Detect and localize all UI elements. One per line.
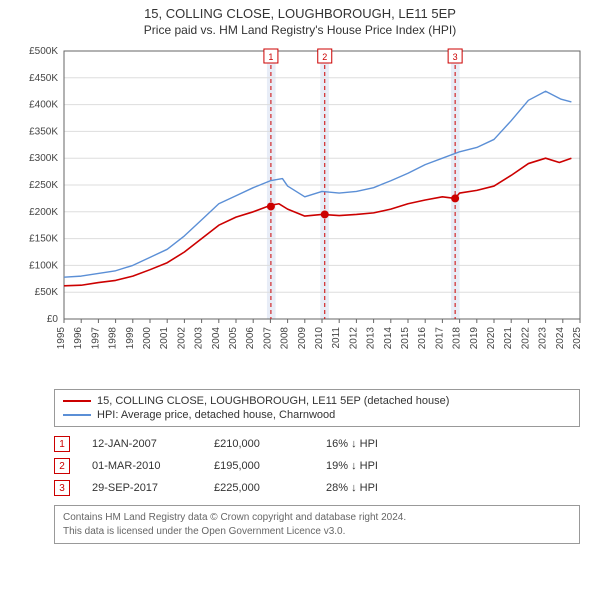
svg-text:2002: 2002: [176, 327, 187, 350]
svg-text:2016: 2016: [417, 327, 428, 350]
svg-text:1998: 1998: [108, 327, 119, 350]
svg-text:2017: 2017: [434, 327, 445, 350]
svg-text:2005: 2005: [228, 327, 239, 350]
svg-text:2019: 2019: [469, 327, 480, 350]
svg-text:£150K: £150K: [29, 234, 58, 245]
svg-text:2025: 2025: [572, 327, 583, 350]
svg-text:2013: 2013: [366, 327, 377, 350]
svg-text:2012: 2012: [348, 327, 359, 350]
chart-svg: £0 £50K £100K £150K £200K £250K £300K £350K £400…: [10, 41, 590, 381]
sale-date: 01-MAR-2010: [92, 460, 192, 472]
sale-marker-icon: 3: [54, 480, 70, 496]
svg-text:£0: £0: [47, 314, 59, 325]
svg-text:£350K: £350K: [29, 126, 58, 137]
svg-text:2018: 2018: [452, 327, 463, 350]
svg-text:2009: 2009: [297, 327, 308, 350]
legend-swatch: [63, 400, 91, 402]
figure-container: 15, COLLING CLOSE, LOUGHBOROUGH, LE11 5E…: [0, 0, 600, 544]
sales-table: 1 12-JAN-2007 £210,000 16% ↓ HPI 2 01-MA…: [54, 433, 580, 499]
sale-pct-vs-hpi: 16% ↓ HPI: [326, 438, 436, 450]
svg-text:£250K: £250K: [29, 180, 58, 191]
svg-text:£300K: £300K: [29, 153, 58, 164]
svg-text:1999: 1999: [125, 327, 136, 350]
svg-text:2: 2: [322, 52, 327, 62]
svg-text:2014: 2014: [383, 327, 394, 350]
svg-text:2022: 2022: [520, 327, 531, 350]
legend-row: HPI: Average price, detached house, Char…: [63, 408, 571, 422]
sale-pct-vs-hpi: 28% ↓ HPI: [326, 482, 436, 494]
sale-price: £210,000: [214, 438, 304, 450]
svg-text:1995: 1995: [56, 327, 67, 350]
sale-date: 12-JAN-2007: [92, 438, 192, 450]
sales-row: 2 01-MAR-2010 £195,000 19% ↓ HPI: [54, 455, 580, 477]
legend: 15, COLLING CLOSE, LOUGHBOROUGH, LE11 5E…: [54, 389, 580, 427]
footer-line-2: This data is licensed under the Open Gov…: [63, 525, 571, 539]
sale-marker-icon: 1: [54, 436, 70, 452]
svg-text:3: 3: [453, 52, 458, 62]
svg-text:2023: 2023: [538, 327, 549, 350]
svg-text:£400K: £400K: [29, 100, 58, 111]
svg-text:2024: 2024: [555, 327, 566, 350]
svg-text:£100K: £100K: [29, 260, 58, 271]
sale-pct-vs-hpi: 19% ↓ HPI: [326, 460, 436, 472]
footer-line-1: Contains HM Land Registry data © Crown c…: [63, 511, 571, 525]
sale-date: 29-SEP-2017: [92, 482, 192, 494]
svg-text:1: 1: [268, 52, 273, 62]
svg-text:£450K: £450K: [29, 73, 58, 84]
svg-text:2011: 2011: [331, 327, 342, 349]
svg-text:2004: 2004: [211, 327, 222, 350]
svg-text:2007: 2007: [262, 327, 273, 350]
sale-marker-icon: 2: [54, 458, 70, 474]
title-line-1: 15, COLLING CLOSE, LOUGHBOROUGH, LE11 5E…: [10, 6, 590, 21]
svg-text:2000: 2000: [142, 327, 153, 350]
svg-text:£50K: £50K: [35, 287, 59, 298]
svg-text:2001: 2001: [159, 327, 170, 350]
sale-price: £225,000: [214, 482, 304, 494]
svg-text:2020: 2020: [486, 327, 497, 350]
svg-text:2010: 2010: [314, 327, 325, 350]
svg-text:£200K: £200K: [29, 207, 58, 218]
legend-row: 15, COLLING CLOSE, LOUGHBOROUGH, LE11 5E…: [63, 394, 571, 408]
legend-label: HPI: Average price, detached house, Char…: [97, 409, 335, 421]
attribution-footer: Contains HM Land Registry data © Crown c…: [54, 505, 580, 544]
svg-text:1996: 1996: [73, 327, 84, 350]
svg-text:2015: 2015: [400, 327, 411, 350]
sale-price: £195,000: [214, 460, 304, 472]
title-block: 15, COLLING CLOSE, LOUGHBOROUGH, LE11 5E…: [0, 0, 600, 41]
svg-text:1997: 1997: [90, 327, 101, 350]
title-line-2: Price paid vs. HM Land Registry's House …: [10, 23, 590, 37]
svg-text:2008: 2008: [280, 327, 291, 350]
svg-text:2006: 2006: [245, 327, 256, 350]
legend-label: 15, COLLING CLOSE, LOUGHBOROUGH, LE11 5E…: [97, 395, 449, 407]
legend-swatch: [63, 414, 91, 416]
chart: £0 £50K £100K £150K £200K £250K £300K £350K £400…: [10, 41, 590, 381]
sales-row: 1 12-JAN-2007 £210,000 16% ↓ HPI: [54, 433, 580, 455]
svg-text:£500K: £500K: [29, 46, 58, 57]
sales-row: 3 29-SEP-2017 £225,000 28% ↓ HPI: [54, 477, 580, 499]
svg-text:2021: 2021: [503, 327, 514, 350]
svg-text:2003: 2003: [194, 327, 205, 350]
